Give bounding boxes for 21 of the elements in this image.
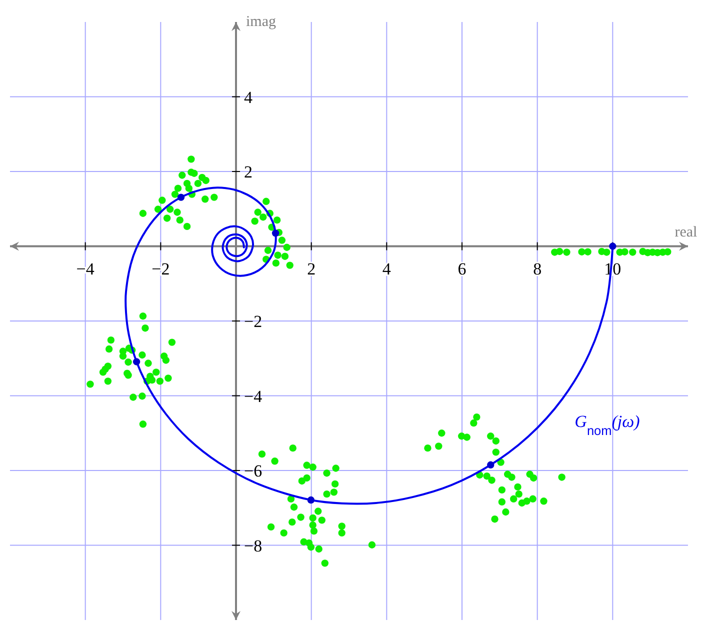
point	[132, 358, 140, 366]
y-tick-label: 4	[244, 88, 253, 107]
x-axis-title: real	[674, 224, 698, 240]
y-tick-label: −6	[244, 462, 262, 480]
y-tick-label: −2	[244, 312, 262, 331]
y-tick-label: −4	[244, 386, 263, 406]
point	[609, 242, 616, 250]
x-tick-label: −4	[76, 259, 95, 278]
series-label: G$_{nom}$(jω)	[574, 412, 640, 438]
point	[307, 496, 315, 504]
x-tick-label: 8	[533, 259, 542, 278]
point	[272, 230, 280, 237]
y-tick-label: −8	[244, 536, 262, 556]
x-tick-label: 6	[458, 259, 466, 278]
y-tick-label: 2	[244, 162, 252, 182]
point	[487, 461, 494, 468]
x-tick-label: 2	[307, 259, 316, 278]
x-tick-label: 4	[382, 259, 392, 278]
point	[177, 194, 185, 201]
y-axis-title: imag	[246, 14, 276, 30]
x-tick-label: −2	[152, 259, 170, 278]
